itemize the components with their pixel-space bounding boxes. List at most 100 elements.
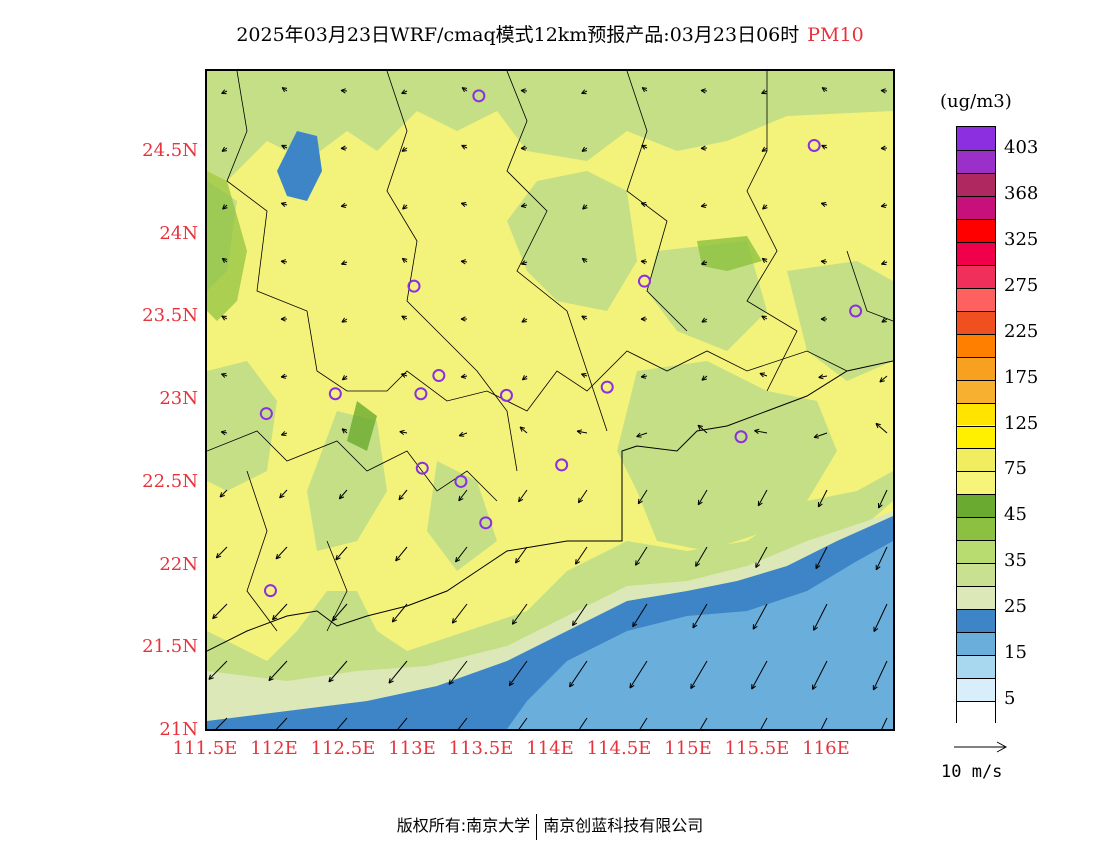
wind-arrow <box>639 717 648 729</box>
colorbar-cell <box>957 127 995 150</box>
monitoring-site-marker[interactable] <box>407 279 421 293</box>
wind-arrow <box>820 259 828 265</box>
lon-label: 115E <box>664 738 712 759</box>
colorbar <box>956 126 996 724</box>
wind-arrow <box>759 372 768 378</box>
wind-arrow <box>281 144 288 150</box>
monitoring-site-marker[interactable] <box>432 369 446 383</box>
monitoring-site-marker[interactable] <box>414 387 428 401</box>
wind-arrow <box>641 144 648 150</box>
colorbar-cell <box>957 655 995 679</box>
wind-arrow <box>455 546 468 563</box>
monitoring-site-marker[interactable] <box>479 516 493 530</box>
wind-arrow <box>458 489 468 502</box>
wind-arrow <box>812 660 828 690</box>
wind-arrow <box>629 660 648 689</box>
wind-arrow <box>821 144 828 150</box>
monitoring-site-marker[interactable] <box>637 274 651 288</box>
colorbar-cell <box>957 264 995 288</box>
wind-reference-label: 10 m/s <box>941 762 1003 782</box>
wind-arrow <box>451 603 468 624</box>
colorbar-label: 5 <box>1004 688 1016 710</box>
lon-label: 114E <box>526 738 574 759</box>
wind-arrow <box>460 259 468 265</box>
wind-arrow <box>340 202 348 208</box>
wind-arrow <box>635 546 648 566</box>
monitoring-site-marker[interactable] <box>555 458 569 472</box>
wind-arrow <box>221 257 228 264</box>
wind-arrow <box>815 546 828 570</box>
colorbar-cell <box>957 402 995 426</box>
wind-arrow <box>461 144 468 150</box>
lat-label: 24.5N <box>142 139 198 161</box>
wind-arrow <box>458 431 468 437</box>
lon-label: 111.5E <box>172 738 238 759</box>
wind-arrow <box>640 373 648 379</box>
wind-arrow <box>581 146 588 152</box>
wind-arrow <box>692 603 708 629</box>
wind-arrow <box>820 201 828 208</box>
monitoring-site-marker[interactable] <box>499 388 513 402</box>
monitoring-site-marker[interactable] <box>807 138 821 152</box>
colorbar-cell <box>957 287 995 311</box>
monitoring-site-marker[interactable] <box>328 387 342 401</box>
colorbar-cell <box>957 425 995 449</box>
monitoring-site-marker[interactable] <box>454 474 468 488</box>
wind-arrow <box>511 603 528 625</box>
map-canvas <box>207 71 893 729</box>
copyright-text: 版权所有:南京大学 <box>396 816 531 835</box>
title-species: PM10 <box>807 24 864 46</box>
wind-arrow <box>880 88 888 94</box>
colorbar-cell <box>957 609 995 633</box>
wind-arrow <box>221 89 228 95</box>
wind-arrow <box>215 546 228 559</box>
wind-arrow <box>690 660 708 690</box>
wind-arrow <box>518 717 528 729</box>
wind-arrow <box>632 603 648 628</box>
wind-arrow <box>221 315 228 321</box>
wind-arrow <box>879 375 888 383</box>
lat-label: 22.5N <box>142 470 198 492</box>
wind-arrow <box>813 432 828 439</box>
footer-divider <box>536 813 538 840</box>
wind-arrow <box>521 317 528 323</box>
wind-arrow <box>341 375 348 381</box>
wind-arrow <box>222 204 228 210</box>
colorbar-cell <box>957 678 995 702</box>
wind-arrow <box>752 603 768 630</box>
wind-arrow <box>461 87 468 93</box>
wind-arrow <box>813 603 828 631</box>
wind-arrow <box>521 375 528 381</box>
wind-arrow <box>581 257 588 264</box>
wind-arrow <box>636 432 648 438</box>
wind-arrow <box>762 204 768 210</box>
colorbar-cell <box>957 586 995 610</box>
lon-label: 113E <box>388 738 436 759</box>
monitoring-site-marker[interactable] <box>472 89 486 103</box>
wind-arrow <box>280 201 288 208</box>
monitoring-site-marker[interactable] <box>263 584 277 598</box>
wind-arrow <box>881 717 888 729</box>
wind-arrow <box>701 375 708 381</box>
wind-arrow <box>272 603 288 621</box>
monitoring-site-marker[interactable] <box>849 304 863 318</box>
monitoring-site-marker[interactable] <box>600 380 614 394</box>
colorbar-cell <box>957 494 995 518</box>
wind-arrow <box>875 422 888 434</box>
lon-label: 116E <box>802 738 850 759</box>
colorbar-label: 15 <box>1004 642 1027 664</box>
wind-arrow <box>582 204 588 210</box>
wind-arrow <box>331 603 348 622</box>
forecast-map[interactable] <box>205 69 895 731</box>
wind-arrow <box>695 546 708 567</box>
wind-arrow <box>576 429 588 435</box>
wind-arrow <box>755 546 768 568</box>
monitoring-site-marker[interactable] <box>259 407 273 421</box>
wind-arrow <box>641 87 648 93</box>
wind-arrow <box>760 717 768 729</box>
wind-arrow <box>457 717 468 729</box>
wind-arrow <box>880 145 888 151</box>
wind-arrow <box>697 489 708 506</box>
monitoring-site-marker[interactable] <box>415 461 429 475</box>
monitoring-site-marker[interactable] <box>734 430 748 444</box>
